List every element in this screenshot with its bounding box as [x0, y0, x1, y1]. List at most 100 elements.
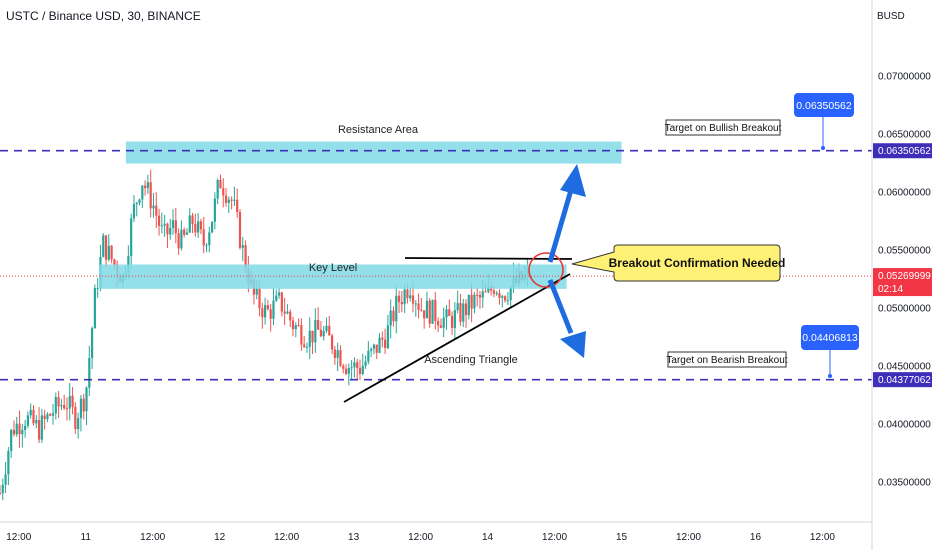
candle-body [238, 212, 242, 248]
x-tick-label: 12:00 [6, 532, 31, 543]
candle-body [141, 185, 144, 200]
x-tick-label: 12:00 [408, 532, 433, 543]
candle-body [314, 320, 317, 343]
candle-body [400, 302, 403, 305]
candle-body [93, 288, 96, 329]
x-tick-label: 12:00 [542, 532, 567, 543]
candle-body [104, 235, 108, 260]
candle-body [90, 328, 94, 358]
bearish-axis-value: 0.04377062 [878, 375, 931, 386]
candle-body [138, 199, 141, 203]
bearish-price-badge[interactable]: 0.04406813 [801, 325, 859, 378]
candle-body [506, 300, 509, 302]
candle-body [364, 361, 367, 366]
candle-body [473, 294, 476, 309]
resistance-area-label: Resistance Area [338, 124, 419, 136]
candle-body [386, 325, 389, 349]
candle-body [29, 409, 32, 416]
bullish-price-badge[interactable]: 0.06350562 [794, 93, 854, 150]
resistance-zone[interactable] [125, 141, 622, 164]
candle-body [464, 303, 468, 316]
candle-body [305, 346, 309, 348]
candle-body [372, 344, 376, 349]
candle-body [236, 199, 239, 213]
candle-body [317, 320, 320, 330]
triangle-top-line[interactable] [404, 257, 573, 260]
bullish-target-text: Target on Bullish Breakout [665, 123, 782, 134]
candle-body [7, 450, 10, 475]
candle-body [1, 484, 4, 494]
y-tick-label: 0.03500000 [878, 477, 931, 488]
candle-body [470, 294, 473, 309]
candle-body [177, 233, 180, 249]
candle-body [224, 195, 228, 203]
candle-body [303, 344, 306, 347]
bar-countdown: 02:14 [878, 284, 903, 295]
candle-body [163, 223, 166, 226]
candle-body [437, 320, 440, 326]
candle-body [255, 288, 258, 295]
candle-body [417, 303, 420, 310]
breakout-callout[interactable]: Breakout Confirmation Needed [571, 244, 785, 282]
candle-body [445, 309, 448, 318]
candle-body [157, 215, 161, 226]
candle-body [459, 303, 462, 322]
candle-body [258, 288, 261, 309]
candle-body [325, 325, 328, 331]
bullish-target-box[interactable]: Target on Bullish Breakout [665, 119, 782, 136]
candle-body [389, 310, 392, 326]
candle-body [311, 330, 314, 343]
y-tick-label: 0.05500000 [878, 245, 931, 256]
candle-body [414, 303, 417, 305]
candle-body [0, 493, 2, 494]
candle-body [40, 415, 43, 440]
bullish-badge-text: 0.06350562 [796, 100, 852, 112]
x-tick-label: 11 [81, 532, 92, 543]
candle-body [397, 295, 401, 303]
current-price-value: 0.05269999 [878, 271, 931, 282]
bearish-arrow[interactable] [547, 279, 586, 358]
candle-body [68, 395, 71, 409]
breakout-circle[interactable] [528, 252, 564, 288]
x-tick-label: 12:00 [140, 532, 165, 543]
candle-body [392, 310, 395, 322]
candle-body [216, 180, 219, 199]
candle-body [375, 344, 378, 353]
candle-body [160, 225, 163, 227]
x-tick-label: 16 [750, 532, 762, 543]
bullish-axis-value: 0.06350562 [878, 146, 931, 157]
x-tick-label: 12:00 [274, 532, 299, 543]
candle-body [381, 337, 384, 340]
candle-body [130, 218, 133, 257]
candle-body [32, 409, 35, 424]
candle-body [425, 300, 429, 319]
candle-body [383, 339, 387, 349]
candle-body [185, 232, 189, 235]
key-level-zone[interactable] [99, 264, 567, 289]
candle-body [12, 429, 16, 435]
candle-body [210, 221, 214, 233]
candle-body [132, 204, 136, 219]
candle-body [328, 325, 331, 336]
candle-body [442, 317, 445, 328]
candle-body [367, 350, 370, 362]
candle-body [353, 362, 356, 368]
bullish-arrow[interactable] [547, 164, 586, 263]
candle-body [54, 397, 57, 414]
candle-body [199, 221, 203, 230]
candle-body [501, 296, 504, 298]
candle-body [277, 292, 281, 296]
time-axis[interactable]: 12:00 11 12:00 12 12:00 13 12:00 14 12:00 15 12:00… [0, 521, 872, 543]
candle-body [169, 227, 172, 235]
candle-body [498, 293, 501, 298]
price-axis[interactable]: BUSD 0.07000000 0.06500000 0.06000000 0.055… [871, 0, 932, 550]
candle-body [487, 287, 490, 292]
y-tick-label: 0.06000000 [878, 187, 931, 198]
candle-body [107, 245, 110, 260]
candle-body [495, 293, 498, 295]
candle-body [291, 320, 295, 330]
bearish-target-box[interactable]: Target on Bearish Breakout [666, 351, 788, 368]
ascending-support-line[interactable] [343, 273, 571, 403]
candle-body [462, 303, 465, 322]
